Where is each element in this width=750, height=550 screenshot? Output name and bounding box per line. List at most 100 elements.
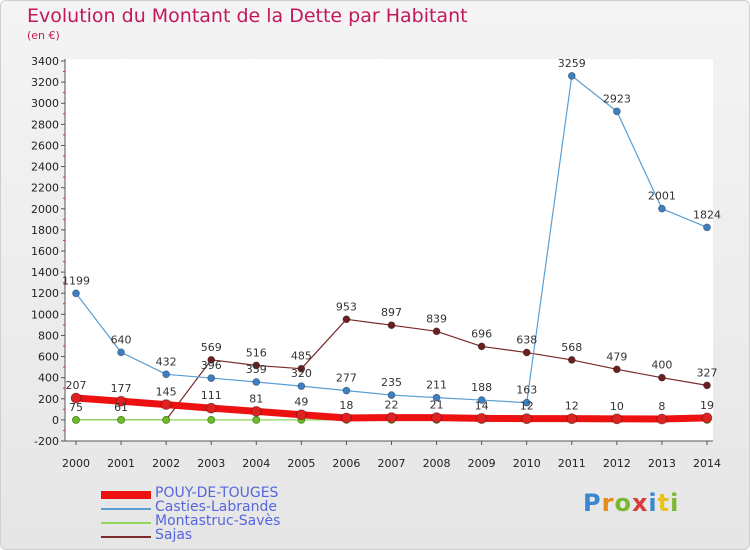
data-point xyxy=(432,327,441,336)
data-label: 207 xyxy=(66,379,87,392)
data-label: 485 xyxy=(291,350,312,363)
data-label: 22 xyxy=(385,399,399,412)
logo-letter: t xyxy=(657,489,671,517)
data-label: 696 xyxy=(471,327,492,340)
data-point xyxy=(522,398,531,407)
x-tick-label: 2013 xyxy=(648,457,676,470)
data-point xyxy=(117,415,125,424)
data-point xyxy=(476,413,488,424)
y-tick-label: 600 xyxy=(38,351,59,364)
legend-swatch xyxy=(101,491,151,499)
data-point xyxy=(522,348,531,357)
data-point xyxy=(612,107,621,116)
data-label: 953 xyxy=(336,300,357,313)
logo-letter: x xyxy=(631,489,649,517)
x-tick-label: 2000 xyxy=(62,457,90,470)
data-label: 188 xyxy=(471,381,492,394)
data-point xyxy=(703,223,711,232)
data-label: 2923 xyxy=(603,92,631,105)
x-tick-label: 2008 xyxy=(423,457,451,470)
data-point xyxy=(521,413,533,425)
x-tick-label: 2006 xyxy=(332,457,360,470)
data-point xyxy=(567,356,576,364)
data-point xyxy=(701,412,713,424)
data-label: 640 xyxy=(111,333,132,346)
data-label: 516 xyxy=(246,346,267,359)
data-label: 177 xyxy=(111,382,132,395)
y-tick-label: 3200 xyxy=(31,76,59,89)
data-point xyxy=(612,365,621,374)
data-label: 3259 xyxy=(558,57,586,70)
y-tick-label: -200 xyxy=(34,435,59,448)
data-point xyxy=(297,382,306,391)
data-label: 111 xyxy=(201,389,222,402)
y-tick-label: 200 xyxy=(38,393,59,406)
data-point xyxy=(297,364,306,373)
data-label: 569 xyxy=(201,341,222,354)
data-label: 19 xyxy=(700,399,714,412)
data-point xyxy=(207,374,216,382)
y-tick-label: 1800 xyxy=(31,224,59,237)
data-label: 12 xyxy=(520,400,534,413)
legend-swatch xyxy=(101,522,151,524)
x-tick-label: 2004 xyxy=(242,457,270,470)
y-tick-label: 2800 xyxy=(31,118,59,131)
data-point xyxy=(386,412,397,423)
data-label: 21 xyxy=(430,399,444,412)
data-label: 2001 xyxy=(648,190,676,203)
y-tick-label: 0 xyxy=(52,414,59,427)
x-tick-label: 2001 xyxy=(107,457,135,470)
x-tick-label: 2005 xyxy=(287,457,315,470)
data-point xyxy=(205,402,217,414)
logo-letter: P xyxy=(583,489,602,517)
plot-area xyxy=(65,59,713,441)
x-tick-label: 2002 xyxy=(152,457,180,470)
data-label: 8 xyxy=(658,400,665,413)
legend-item: Sajas xyxy=(101,527,341,545)
x-tick-label: 2014 xyxy=(693,457,721,470)
chart-subtitle: (en €) xyxy=(27,29,60,42)
x-tick-label: 2007 xyxy=(378,457,406,470)
data-point xyxy=(658,373,666,382)
data-point xyxy=(117,348,125,357)
logo-letter: r xyxy=(601,489,615,517)
data-point xyxy=(72,415,80,424)
data-point xyxy=(432,393,441,402)
data-point xyxy=(387,391,396,399)
logo-letter: o xyxy=(614,489,632,517)
y-tick-label: 400 xyxy=(38,372,59,385)
data-label: 638 xyxy=(516,334,537,347)
y-tick-label: 2600 xyxy=(31,139,59,152)
legend-item: POUY-DE-TOUGES xyxy=(101,485,341,503)
data-point xyxy=(342,315,351,324)
data-point xyxy=(341,412,352,424)
data-label: 49 xyxy=(294,396,308,409)
legend-label: Casties-Labrande xyxy=(155,499,277,515)
data-point xyxy=(72,289,80,298)
data-label: 568 xyxy=(561,341,582,354)
legend-item: Casties-Labrande xyxy=(101,499,341,517)
data-point xyxy=(115,395,127,407)
y-tick-label: 3400 xyxy=(31,55,59,68)
legend-label: Montastruc-Savès xyxy=(155,513,281,529)
data-label: 400 xyxy=(651,359,672,372)
legend-swatch xyxy=(101,508,151,510)
x-tick-label: 2012 xyxy=(603,457,631,470)
data-point xyxy=(477,396,486,404)
data-label: 277 xyxy=(336,372,357,385)
data-label: 163 xyxy=(516,384,537,397)
y-tick-label: 1400 xyxy=(31,266,59,279)
proxiti-logo: Proxiti xyxy=(583,489,679,517)
data-point xyxy=(295,409,307,421)
x-tick-label: 2009 xyxy=(468,457,496,470)
data-point xyxy=(656,413,668,425)
legend-label: POUY-DE-TOUGES xyxy=(155,485,279,501)
data-point xyxy=(252,361,261,370)
x-tick-label: 2010 xyxy=(513,457,541,470)
y-tick-label: 800 xyxy=(38,329,59,342)
y-tick-label: 2000 xyxy=(31,203,59,216)
data-label: 10 xyxy=(610,400,624,413)
data-label: 897 xyxy=(381,306,402,319)
y-tick-label: 2200 xyxy=(31,182,59,195)
